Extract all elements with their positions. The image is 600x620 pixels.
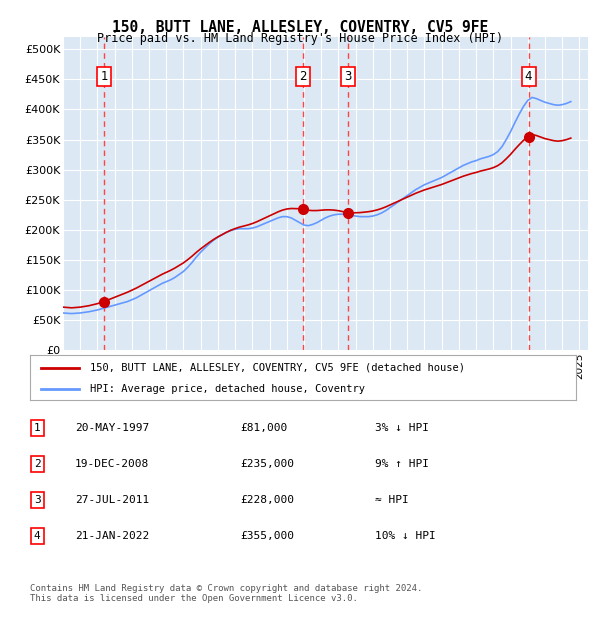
Text: 20-MAY-1997: 20-MAY-1997 <box>75 423 149 433</box>
Text: Price paid vs. HM Land Registry's House Price Index (HPI): Price paid vs. HM Land Registry's House … <box>97 32 503 45</box>
Text: £355,000: £355,000 <box>240 531 294 541</box>
Text: £235,000: £235,000 <box>240 459 294 469</box>
Text: HPI: Average price, detached house, Coventry: HPI: Average price, detached house, Cove… <box>90 384 365 394</box>
Text: 3: 3 <box>344 70 352 83</box>
Text: 3: 3 <box>34 495 41 505</box>
Text: £81,000: £81,000 <box>240 423 287 433</box>
Text: 27-JUL-2011: 27-JUL-2011 <box>75 495 149 505</box>
Text: 3% ↓ HPI: 3% ↓ HPI <box>375 423 429 433</box>
Text: 150, BUTT LANE, ALLESLEY, COVENTRY, CV5 9FE (detached house): 150, BUTT LANE, ALLESLEY, COVENTRY, CV5 … <box>90 363 465 373</box>
Text: 150, BUTT LANE, ALLESLEY, COVENTRY, CV5 9FE: 150, BUTT LANE, ALLESLEY, COVENTRY, CV5 … <box>112 20 488 35</box>
Text: Contains HM Land Registry data © Crown copyright and database right 2024.
This d: Contains HM Land Registry data © Crown c… <box>30 584 422 603</box>
Text: 4: 4 <box>525 70 532 83</box>
Text: 1: 1 <box>34 423 41 433</box>
Text: 2: 2 <box>34 459 41 469</box>
Text: 1: 1 <box>100 70 108 83</box>
Text: 4: 4 <box>34 531 41 541</box>
Text: ≈ HPI: ≈ HPI <box>375 495 409 505</box>
Text: 19-DEC-2008: 19-DEC-2008 <box>75 459 149 469</box>
Text: 10% ↓ HPI: 10% ↓ HPI <box>375 531 436 541</box>
Text: 2: 2 <box>299 70 307 83</box>
Text: £228,000: £228,000 <box>240 495 294 505</box>
Text: 21-JAN-2022: 21-JAN-2022 <box>75 531 149 541</box>
Text: 9% ↑ HPI: 9% ↑ HPI <box>375 459 429 469</box>
